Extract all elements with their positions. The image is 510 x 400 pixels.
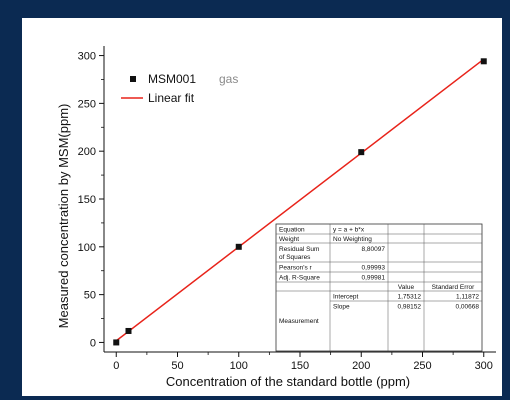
table-stderr-header: Standard Error <box>432 284 475 291</box>
table-pearson-label: Pearson's r <box>279 265 313 272</box>
data-point <box>235 243 242 250</box>
y-axis-title: Measured concentration by MSM(ppm) <box>56 104 71 329</box>
y-tick-label: 50 <box>84 290 96 302</box>
fit-results-table: Equation y = a + b*x Weight No Weighting… <box>275 223 483 352</box>
data-point <box>358 149 365 156</box>
table-border <box>275 223 483 352</box>
y-tick-label: 150 <box>78 194 96 206</box>
table-pearson-value: 0,99993 <box>362 265 386 272</box>
table-intercept-value: 1,75312 <box>398 294 422 301</box>
legend-label-msm001: MSM001 <box>148 72 196 86</box>
table-weight-label: Weight <box>279 236 299 243</box>
x-axis-title: Concentration of the standard bottle (pp… <box>166 374 410 389</box>
table-slope-label: Slope <box>333 304 350 311</box>
x-tick-label: 300 <box>475 360 493 372</box>
table-adjr2-value: 0,99981 <box>362 275 386 282</box>
table-value-header: Value <box>398 284 415 291</box>
x-tick-label: 150 <box>291 360 309 372</box>
linear-fit-line <box>115 58 485 342</box>
data-point <box>480 58 487 65</box>
legend-marker-msm001 <box>130 76 136 82</box>
y-tick-label: 300 <box>78 51 96 63</box>
table-equation-value: y = a + b*x <box>333 227 365 234</box>
table-equation-label: Equation <box>279 227 305 234</box>
table-measurement-label: Measurement <box>279 318 319 325</box>
table-grid <box>276 224 482 351</box>
table-rss-value: 8,80097 <box>362 246 386 253</box>
data-point <box>125 327 132 334</box>
x-tick-label: 250 <box>413 360 431 372</box>
table-intercept-error: 1,11872 <box>456 294 479 301</box>
y-tick-label: 200 <box>78 146 96 158</box>
y-tick-label: 0 <box>90 337 96 349</box>
y-tick-label: 250 <box>78 98 96 110</box>
table-slope-error: 0,00668 <box>456 304 480 311</box>
x-tick-label: 100 <box>230 360 248 372</box>
table-rss-label-2: of Squares <box>279 254 311 261</box>
table-adjr2-label: Adj. R-Square <box>279 275 320 282</box>
data-points <box>113 58 487 346</box>
x-tick-label: 50 <box>171 360 183 372</box>
y-tick-label: 100 <box>78 242 96 254</box>
legend-label-linear-fit: Linear fit <box>148 91 195 105</box>
chart: 0 50 100 150 200 250 300 0 50 100 150 200 250 300 Con… <box>56 46 496 389</box>
x-tick-label: 200 <box>352 360 370 372</box>
table-intercept-label: Intercept <box>333 294 358 301</box>
axes: 0 50 100 150 200 250 300 0 50 100 150 200 250 300 <box>78 46 496 372</box>
legend-note: gas <box>219 72 238 86</box>
legend: MSM001 gas Linear fit <box>121 72 238 105</box>
chart-panel: 0 50 100 150 200 250 300 0 50 100 150 200 250 300 Con… <box>22 18 502 396</box>
data-point <box>113 339 120 346</box>
table-rss-label-1: Residual Sum <box>279 246 319 253</box>
x-tick-label: 0 <box>113 360 119 372</box>
table-weight-value: No Weighting <box>333 236 372 243</box>
table-slope-value: 0,98152 <box>398 304 422 311</box>
fit-line-layer <box>115 58 485 342</box>
